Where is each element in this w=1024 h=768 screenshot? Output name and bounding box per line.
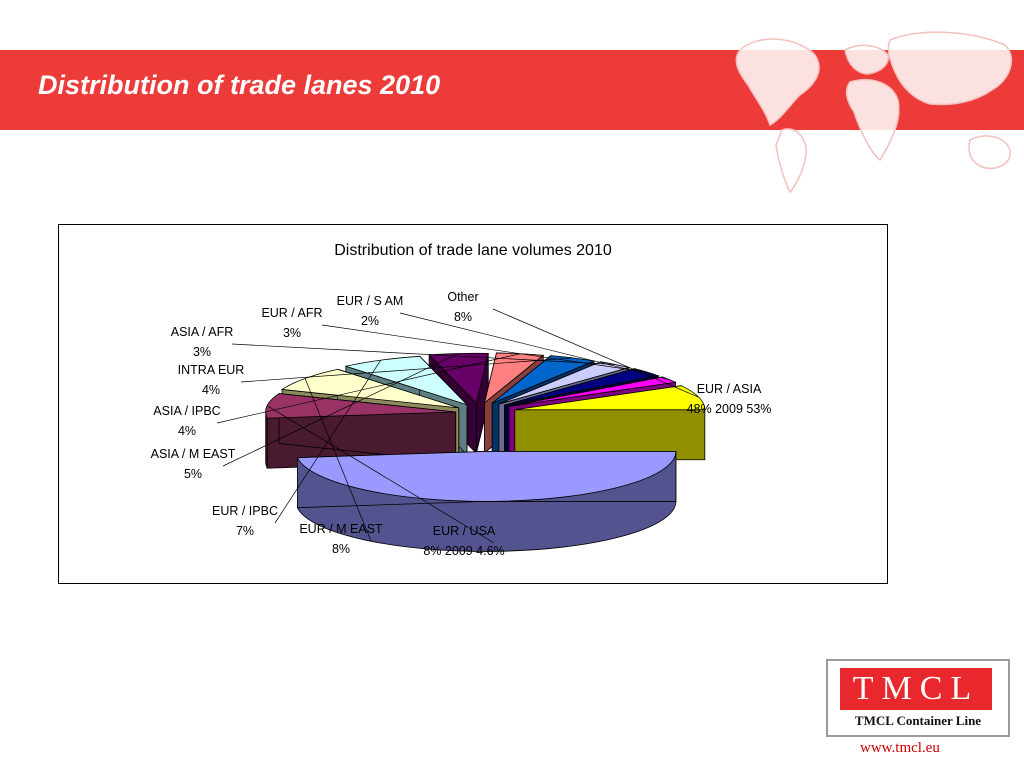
pie-slice-eur-asia — [296, 451, 677, 502]
leader-line-other — [492, 308, 700, 398]
logo-letters: TMCL — [840, 668, 992, 710]
data-label-eur-m-east: EUR / M EAST 8% — [299, 522, 383, 556]
leader-line-eur-usa — [267, 405, 495, 544]
pie-slice-eur-afr — [504, 368, 660, 406]
logo-subtitle: TMCL Container Line — [854, 713, 982, 728]
leader-line-eur-ipbc — [274, 359, 382, 524]
pie-slice-eur-s-am — [508, 376, 677, 407]
chart-frame: Distribution of trade lane volumes 2010 … — [58, 224, 888, 584]
data-label-eur-asia: EUR / ASIA 48% 2009 53% — [687, 382, 772, 416]
slide-title: Distribution of trade lanes 2010 — [38, 70, 441, 100]
data-label-eur-ipbc: EUR / IPBC 7% — [212, 504, 278, 538]
asia-shape — [887, 31, 1013, 106]
chart-title: Distribution of trade lane volumes 2010 — [334, 242, 612, 259]
leader-line-eur-afr — [321, 324, 648, 373]
footer-url-link[interactable]: www.tmcl.eu — [860, 740, 940, 756]
pie-chart: Distribution of trade lane volumes 2010 … — [151, 242, 772, 558]
australia-shape — [968, 135, 1011, 170]
data-label-eur-afr: EUR / AFR 3% — [261, 306, 322, 340]
data-label-eur-usa: EUR / USA 8% 2009 4.6% — [423, 524, 504, 558]
data-label-asia-m-east: ASIA / M EAST 5% — [151, 447, 236, 481]
data-label-asia-ipbc: ASIA / IPBC 4% — [153, 404, 220, 438]
pie-slice-eur-ipbc — [344, 355, 468, 406]
leader-line-asia-m-east — [222, 353, 459, 467]
leader-line-eur-m-east — [304, 378, 372, 542]
data-label-eur-s-am: EUR / S AM 2% — [337, 294, 404, 328]
data-label-intra-eur: INTRA EUR 4% — [178, 363, 245, 397]
leader-line-eur-s-am — [399, 312, 670, 380]
leader-line-asia-afr — [231, 343, 616, 365]
south-america-shape — [775, 128, 807, 194]
data-label-other: Other 8% — [447, 290, 478, 324]
north-america-shape — [735, 38, 820, 127]
world-map-image — [735, 31, 1013, 194]
africa-shape — [845, 79, 900, 162]
europe-shape — [844, 44, 889, 75]
leader-line-intra-eur — [240, 357, 574, 383]
data-label-asia-afr: ASIA / AFR 3% — [171, 325, 234, 359]
tmcl-logo: TMCL TMCL Container Line — [826, 659, 1010, 737]
